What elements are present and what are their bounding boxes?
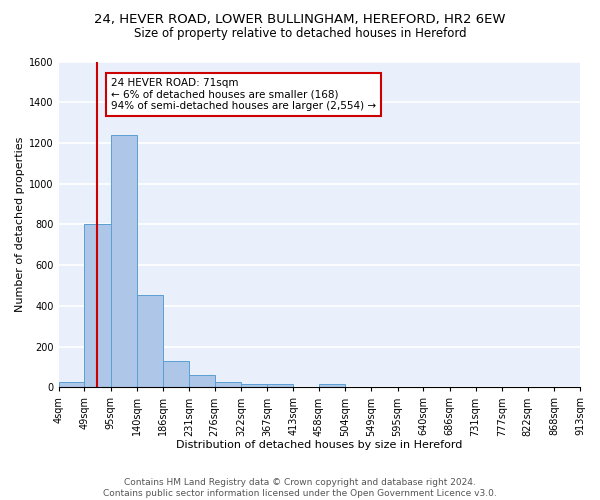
X-axis label: Distribution of detached houses by size in Hereford: Distribution of detached houses by size … bbox=[176, 440, 463, 450]
Bar bbox=[215, 382, 241, 388]
Bar bbox=[241, 384, 267, 388]
Bar bbox=[111, 135, 137, 388]
Bar bbox=[267, 384, 293, 388]
Text: 24 HEVER ROAD: 71sqm
← 6% of detached houses are smaller (168)
94% of semi-detac: 24 HEVER ROAD: 71sqm ← 6% of detached ho… bbox=[111, 78, 376, 111]
Y-axis label: Number of detached properties: Number of detached properties bbox=[15, 136, 25, 312]
Bar bbox=[137, 294, 163, 388]
Text: Size of property relative to detached houses in Hereford: Size of property relative to detached ho… bbox=[134, 28, 466, 40]
Bar bbox=[85, 224, 111, 388]
Text: 24, HEVER ROAD, LOWER BULLINGHAM, HEREFORD, HR2 6EW: 24, HEVER ROAD, LOWER BULLINGHAM, HEREFO… bbox=[94, 12, 506, 26]
Bar bbox=[319, 384, 346, 388]
Bar bbox=[189, 374, 215, 388]
Bar bbox=[163, 361, 189, 388]
Text: Contains HM Land Registry data © Crown copyright and database right 2024.
Contai: Contains HM Land Registry data © Crown c… bbox=[103, 478, 497, 498]
Bar bbox=[59, 382, 85, 388]
